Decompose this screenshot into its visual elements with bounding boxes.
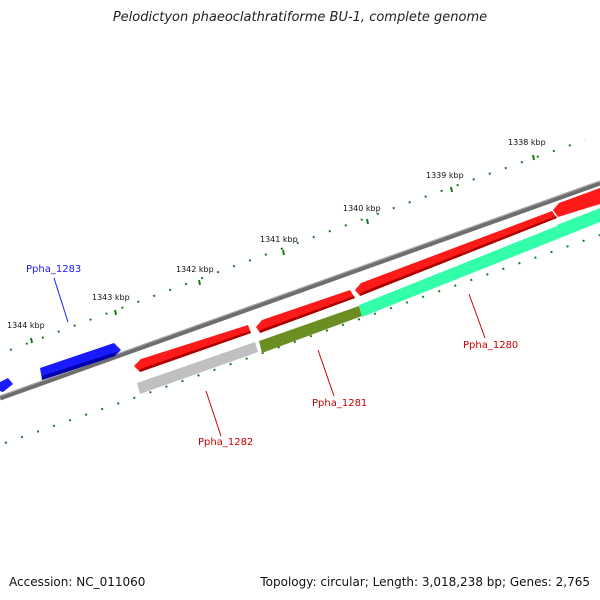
- leader-line-ppha-1281: [317, 349, 335, 397]
- gene-label-ppha-1283[interactable]: Ppha_1283: [26, 264, 81, 275]
- gene-arrow-ppha-1283-shade: [42, 352, 116, 380]
- genome-summary-text: Topology: circular; Length: 3,018,238 bp…: [260, 575, 590, 589]
- leader-line-ppha-1280: [468, 293, 486, 339]
- tick-label: 1339 kbp: [426, 171, 464, 180]
- cds-next[interactable]: [557, 208, 600, 238]
- gene-arrow-left-edge[interactable]: [0, 378, 13, 392]
- cds-ppha-1282[interactable]: [137, 342, 258, 394]
- inner-scale-track: [4, 234, 600, 444]
- gene-label-ppha-1280[interactable]: Ppha_1280: [463, 340, 518, 351]
- cds-ppha-1281[interactable]: [259, 306, 362, 353]
- gene-label-ppha-1281[interactable]: Ppha_1281: [312, 398, 367, 409]
- leader-line-ppha-1282: [205, 390, 222, 437]
- tick-mark: [198, 279, 201, 286]
- map-title: Pelodictyon phaeoclathratiforme BU-1, co…: [112, 10, 488, 25]
- tick-mark: [450, 186, 453, 193]
- tick-label: 1344 kbp: [7, 321, 45, 330]
- tick-label: 1342 kbp: [176, 265, 214, 274]
- gene-arrow-next[interactable]: [553, 188, 600, 217]
- cds-ppha-1280[interactable]: [359, 226, 560, 317]
- tick-label: 1340 kbp: [343, 204, 381, 213]
- tick-mark: [282, 249, 285, 256]
- gene-arrow-ppha-1282[interactable]: [134, 325, 251, 372]
- tick-mark: [366, 218, 369, 225]
- gene-shade: [260, 296, 355, 333]
- gene-shade: [140, 331, 251, 372]
- tick-label: 1338 kbp: [508, 138, 546, 147]
- gene-arrow-ppha-1280[interactable]: [355, 211, 557, 296]
- leader-line-ppha-1283: [53, 277, 69, 323]
- tick-mark: [532, 154, 535, 161]
- tick-mark: [30, 337, 33, 344]
- major-ticks: [30, 154, 535, 344]
- tick-mark: [114, 309, 117, 316]
- genome-backbone: [0, 180, 600, 401]
- tick-label: 1341 kbp: [260, 235, 298, 244]
- gene-arrow-ppha-1281[interactable]: [256, 290, 355, 333]
- gene-label-ppha-1282[interactable]: Ppha_1282: [198, 437, 253, 448]
- outer-scale-track: [9, 139, 586, 351]
- accession-text: Accession: NC_011060: [9, 575, 146, 589]
- tick-label: 1343 kbp: [92, 293, 130, 302]
- gene-shade: [360, 216, 557, 296]
